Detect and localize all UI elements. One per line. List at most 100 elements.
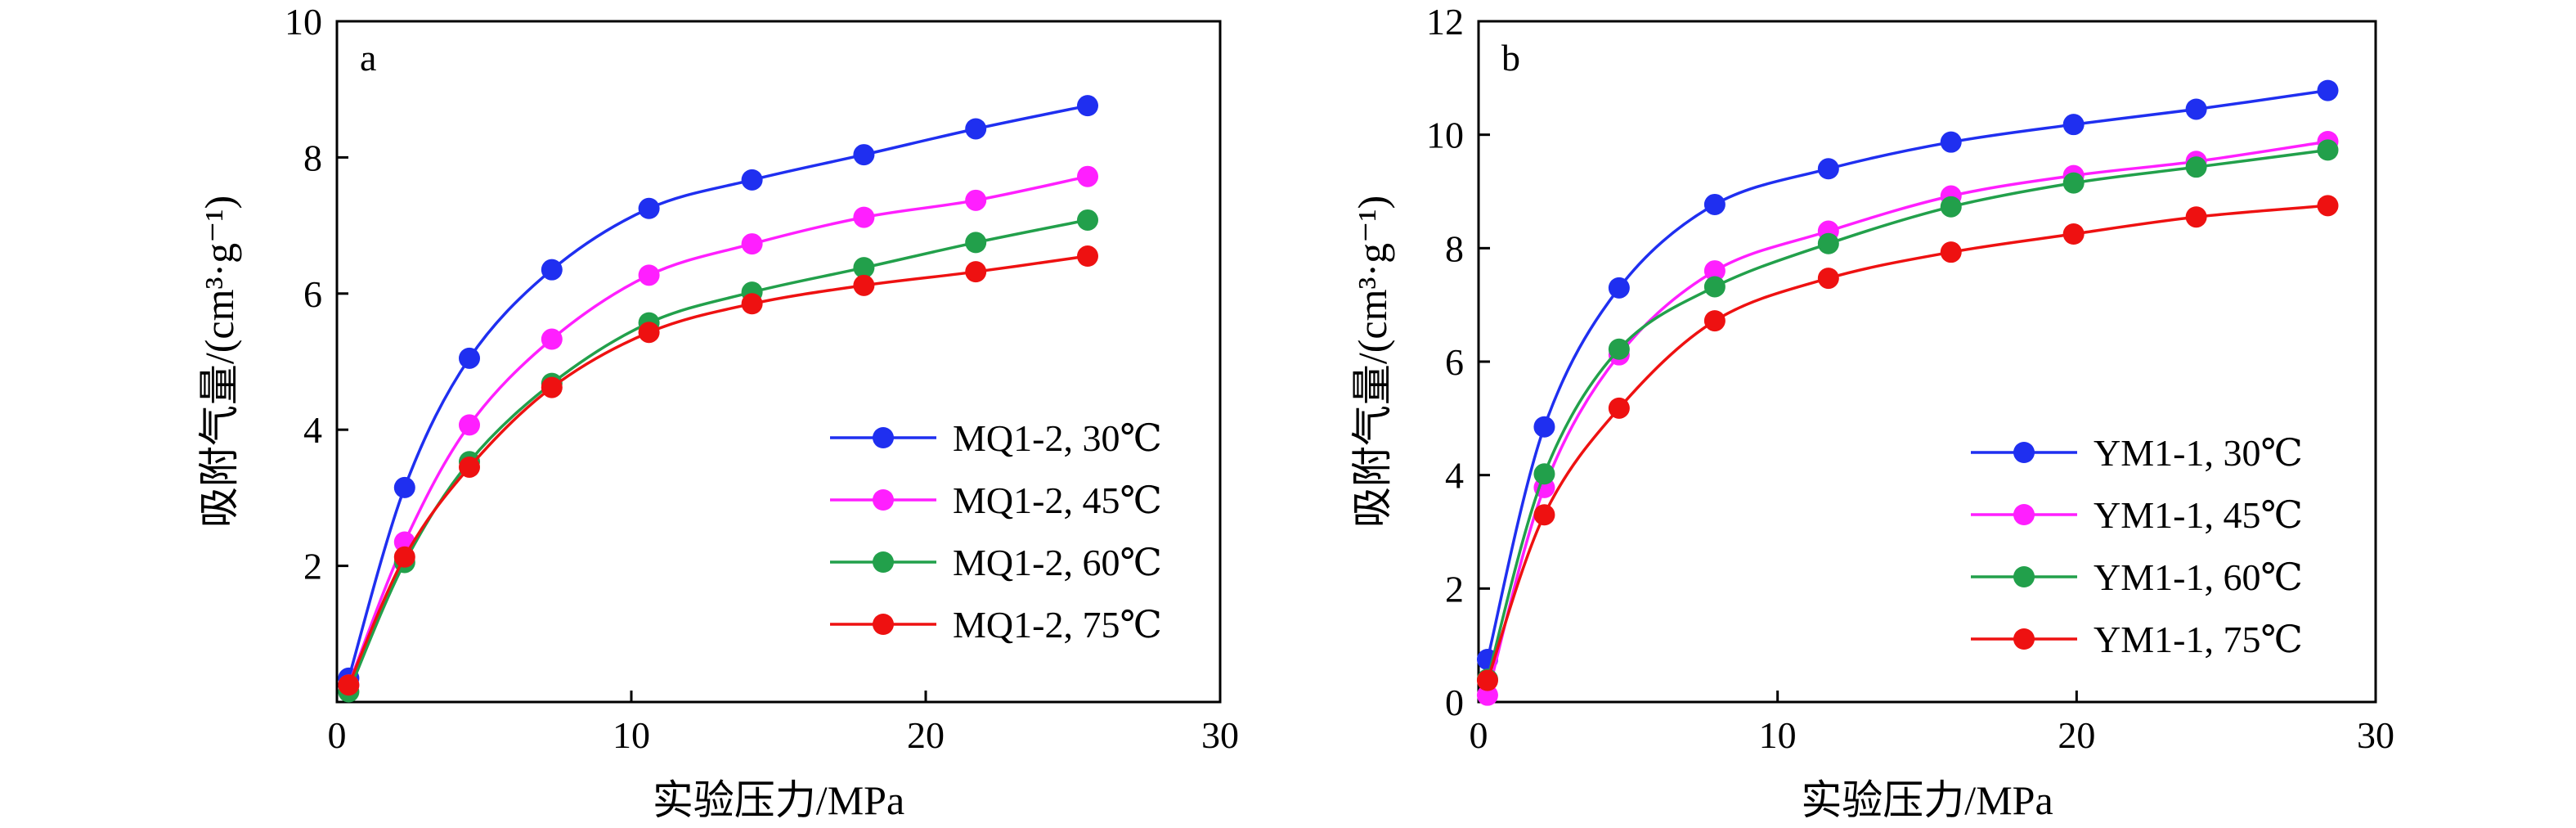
data-point bbox=[541, 328, 563, 350]
data-point bbox=[638, 264, 660, 286]
data-point bbox=[1077, 209, 1098, 231]
legend-marker bbox=[2013, 628, 2035, 650]
series-1 bbox=[338, 95, 1098, 689]
data-point bbox=[1533, 504, 1555, 526]
data-point bbox=[1533, 416, 1555, 438]
data-point bbox=[853, 144, 875, 166]
series-4 bbox=[1476, 195, 2339, 691]
legend-label: MQ1-2, 45℃ bbox=[953, 479, 1162, 521]
x-tick-label: 30 bbox=[1201, 714, 1239, 756]
data-point bbox=[638, 197, 660, 219]
series-3 bbox=[1476, 139, 2339, 691]
panel-label: a bbox=[360, 37, 376, 79]
series-4 bbox=[338, 245, 1098, 696]
data-point bbox=[1703, 260, 1726, 282]
y-tick-label: 6 bbox=[303, 273, 322, 315]
y-axis-title: 吸附气量/(cm³·g⁻¹) bbox=[1349, 196, 1395, 528]
y-axis-title: 吸附气量/(cm³·g⁻¹) bbox=[196, 196, 242, 528]
data-point bbox=[638, 322, 660, 344]
data-point bbox=[2062, 114, 2085, 136]
legend: MQ1-2, 30℃ MQ1-2, 45℃ MQ1-2, 60℃ MQ1-2, 75℃ bbox=[830, 417, 1162, 646]
data-point bbox=[965, 232, 987, 254]
data-point bbox=[1077, 95, 1098, 117]
y-tick-label: 2 bbox=[1445, 568, 1464, 610]
y-tick-label: 4 bbox=[1445, 455, 1464, 497]
data-point bbox=[2062, 223, 2085, 245]
y-tick-label: 6 bbox=[1445, 341, 1464, 383]
data-point bbox=[541, 376, 563, 398]
data-point bbox=[1940, 196, 1962, 218]
legend-label: YM1-1, 60℃ bbox=[2094, 556, 2303, 598]
y-tick-label: 2 bbox=[303, 546, 322, 587]
y-tick-label: 8 bbox=[1445, 227, 1464, 269]
data-point bbox=[2317, 79, 2339, 101]
data-point bbox=[393, 476, 415, 498]
data-point bbox=[741, 233, 763, 255]
x-tick-label: 0 bbox=[328, 714, 347, 756]
x-tick-label: 10 bbox=[613, 714, 650, 756]
y-tick-label: 12 bbox=[1426, 1, 1464, 43]
data-point bbox=[1533, 463, 1555, 485]
data-point bbox=[741, 169, 763, 191]
data-point bbox=[1817, 232, 1839, 254]
y-tick-label: 0 bbox=[1445, 682, 1464, 723]
data-point bbox=[1077, 165, 1098, 187]
legend-label: YM1-1, 45℃ bbox=[2094, 494, 2303, 536]
data-point bbox=[2185, 156, 2207, 178]
data-point bbox=[1817, 158, 1839, 180]
y-tick-label: 10 bbox=[1426, 115, 1464, 156]
data-point bbox=[1940, 241, 1962, 263]
panel-label: b bbox=[1501, 37, 1520, 79]
legend-label: MQ1-2, 60℃ bbox=[953, 542, 1162, 583]
data-point bbox=[1476, 669, 1498, 691]
data-point bbox=[459, 414, 480, 436]
chart-panel-a: 0 10 20 30246810实验压力/MPa吸附气量/(cm³·g⁻¹)aMQ1-… bbox=[196, 1, 1239, 823]
legend-label: YM1-1, 75℃ bbox=[2094, 619, 2303, 660]
data-point bbox=[741, 293, 763, 315]
data-point bbox=[965, 118, 987, 140]
data-point bbox=[459, 347, 480, 369]
data-point bbox=[965, 261, 987, 283]
data-point bbox=[853, 274, 875, 296]
data-point bbox=[1703, 193, 1726, 215]
data-point bbox=[459, 456, 480, 478]
y-tick-label: 8 bbox=[303, 137, 322, 178]
legend-label: YM1-1, 30℃ bbox=[2094, 432, 2303, 474]
data-point bbox=[1476, 684, 1498, 706]
x-axis-title: 实验压力/MPa bbox=[653, 777, 904, 823]
data-point bbox=[338, 674, 360, 696]
data-point bbox=[1077, 245, 1098, 268]
data-point bbox=[853, 206, 875, 228]
legend-marker bbox=[2013, 442, 2035, 463]
series-2 bbox=[338, 165, 1098, 696]
x-tick-label: 20 bbox=[907, 714, 945, 756]
data-point bbox=[965, 189, 987, 211]
plot-frame bbox=[335, 20, 1222, 704]
x-tick-label: 0 bbox=[1470, 714, 1488, 756]
legend-marker bbox=[873, 551, 894, 573]
x-tick-label: 30 bbox=[2357, 714, 2394, 756]
legend: YM1-1, 30℃ YM1-1, 45℃ YM1-1, 60℃ YM1-1, 75℃ bbox=[1971, 432, 2303, 660]
data-point bbox=[853, 257, 875, 279]
data-point bbox=[1817, 268, 1839, 290]
data-point bbox=[2185, 206, 2207, 228]
legend-marker bbox=[2013, 504, 2035, 525]
data-point bbox=[1703, 276, 1726, 298]
legend-marker bbox=[873, 427, 894, 448]
data-point bbox=[393, 546, 415, 568]
data-point bbox=[2185, 98, 2207, 120]
legend-marker bbox=[873, 489, 894, 511]
y-tick-label: 10 bbox=[285, 1, 322, 43]
legend-marker bbox=[2013, 566, 2035, 587]
legend-label: MQ1-2, 30℃ bbox=[953, 417, 1162, 459]
chart-panel-b: 0 10 20 30 0 2 4 6 8 10 12 实验压力/MPa 吸附气量/(cm³·g⁻¹) b Y… bbox=[1349, 1, 2394, 823]
data-point bbox=[1608, 397, 1630, 419]
legend-marker bbox=[873, 614, 894, 635]
x-tick-label: 10 bbox=[1759, 714, 1797, 756]
data-point bbox=[1608, 338, 1630, 360]
data-point bbox=[1940, 131, 1962, 153]
series-1 bbox=[1476, 79, 2339, 670]
x-axis-title: 实验压力/MPa bbox=[1801, 777, 2053, 823]
data-point bbox=[1703, 310, 1726, 332]
